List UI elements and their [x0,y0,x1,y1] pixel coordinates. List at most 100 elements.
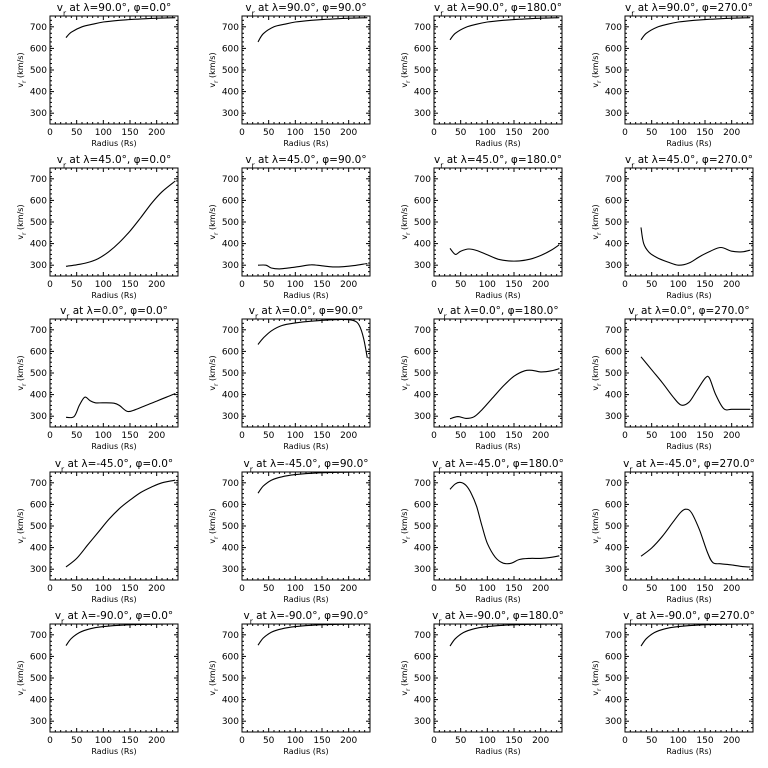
y-tick-label: 500 [222,66,239,76]
x-axis-label: Radius (Rs) [283,747,328,756]
x-tick-label: 100 [287,280,304,290]
series-line-0 [640,508,751,568]
x-axis-label: Radius (Rs) [475,595,520,604]
x-tick-label: 150 [121,736,138,746]
x-tick-label: 100 [287,431,304,441]
y-tick-label: 700 [30,326,47,336]
y-tick-label: 700 [222,23,239,33]
y-tick-label: 400 [30,240,47,250]
panel-18: vr at λ=-90.0°, φ=180.0° 0 50 100 150 200 300 4… [400,610,564,756]
y-tick-label: 300 [414,565,431,575]
x-tick-label: 100 [479,431,496,441]
y-tick-label: 600 [605,196,622,206]
x-tick-label: 50 [455,431,467,441]
y-tick-label: 600 [30,347,47,357]
x-axis-label: Radius (Rs) [91,595,136,604]
y-tick-label: 400 [30,696,47,706]
series-line-0 [257,623,368,646]
y-tick-label: 700 [30,631,47,641]
panel-title: vr at λ=-45.0°, φ=90.0° [243,458,368,474]
x-tick-label: 200 [532,584,549,594]
y-tick-label: 300 [222,109,239,119]
series-line-0 [257,17,368,43]
y-tick-label: 700 [605,631,622,641]
y-tick-label: 400 [414,391,431,401]
y-tick-label: 600 [414,44,431,54]
y-tick-label: 400 [414,696,431,706]
panel-title: vr at λ=-90.0°, φ=0.0° [55,610,173,626]
y-tick-label: 400 [222,696,239,706]
panel-3: vr at λ=90.0°, φ=270.0° 0 50 100 150 200 300 40… [591,2,754,148]
y-tick-label: 400 [30,391,47,401]
x-tick-label: 100 [670,128,687,138]
y-tick-label: 500 [30,674,47,684]
series-line-0 [65,479,176,568]
y-tick-label: 500 [414,369,431,379]
y-tick-label: 700 [605,479,622,489]
x-tick-label: 50 [646,736,658,746]
x-tick-label: 0 [431,584,437,594]
y-tick-label: 600 [414,500,431,510]
x-tick-label: 200 [340,736,357,746]
panel-title: vr at λ=-90.0°, φ=90.0° [243,610,368,626]
plot-frame [624,471,754,581]
y-tick-label: 600 [605,347,622,357]
x-axis-label: Radius (Rs) [666,139,711,148]
x-axis-label: Radius (Rs) [283,139,328,148]
x-tick-label: 200 [340,584,357,594]
y-tick-label: 600 [605,652,622,662]
x-tick-label: 150 [505,128,522,138]
x-tick-label: 0 [622,736,628,746]
x-tick-label: 50 [263,128,275,138]
y-tick-label: 300 [30,565,47,575]
x-tick-label: 150 [313,584,330,594]
x-tick-label: 150 [505,736,522,746]
y-tick-label: 300 [30,109,47,119]
x-tick-label: 150 [696,431,713,441]
x-tick-label: 0 [47,431,53,441]
y-tick-label: 400 [30,88,47,98]
y-tick-label: 600 [414,652,431,662]
y-tick-label: 300 [605,261,622,271]
x-tick-label: 150 [121,280,138,290]
x-axis-label: Radius (Rs) [666,747,711,756]
x-tick-label: 100 [670,280,687,290]
x-axis-label: Radius (Rs) [666,595,711,604]
x-axis-label: Radius (Rs) [91,291,136,300]
panel-16: vr at λ=-90.0°, φ=0.0° 0 50 100 150 200 300 400… [16,610,179,756]
panel-1: vr at λ=90.0°, φ=90.0° 0 50 100 150 200 300 400… [208,2,371,148]
y-axis-label: vr (km/s) [400,660,412,695]
panel-title: vr at λ=45.0°, φ=90.0° [245,154,366,170]
panel-title: vr at λ=-45.0°, φ=270.0° [623,458,755,474]
x-tick-label: 0 [431,280,437,290]
y-tick-label: 700 [222,175,239,185]
x-tick-label: 100 [479,736,496,746]
y-tick-label: 500 [30,218,47,228]
x-tick-label: 0 [622,280,628,290]
y-tick-label: 300 [30,717,47,727]
y-axis-label: vr (km/s) [208,508,220,543]
panel-title: vr at λ=90.0°, φ=90.0° [245,2,366,18]
x-tick-label: 200 [532,431,549,441]
x-tick-label: 50 [646,584,658,594]
x-tick-label: 0 [622,128,628,138]
panel-title: vr at λ=90.0°, φ=0.0° [57,2,172,18]
panel-title: vr at λ=90.0°, φ=270.0° [625,2,753,18]
plot-frame [241,318,371,428]
panel-title: vr at λ=-45.0°, φ=0.0° [55,458,173,474]
panel-2: vr at λ=90.0°, φ=180.0° 0 50 100 150 200 300 40… [400,2,563,148]
x-tick-label: 150 [313,280,330,290]
panel-9: vr at λ=0.0°, φ=90.0° 0 50 100 150 200 300 400 5… [208,305,371,451]
y-tick-label: 700 [222,326,239,336]
y-tick-label: 700 [414,175,431,185]
y-tick-label: 700 [30,23,47,33]
y-tick-label: 500 [222,369,239,379]
y-axis-label: vr (km/s) [16,660,28,695]
x-tick-label: 200 [532,128,549,138]
plot-frame [49,471,179,581]
y-axis-label: vr (km/s) [591,204,603,239]
x-tick-label: 50 [455,128,467,138]
series-line-0 [449,17,560,41]
x-tick-label: 150 [121,584,138,594]
x-tick-label: 50 [263,736,275,746]
